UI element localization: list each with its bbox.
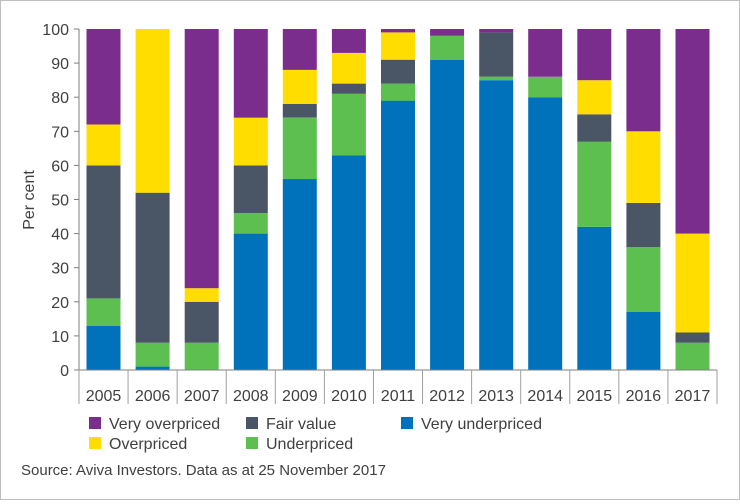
bar-2011-very-underpriced: [381, 100, 415, 370]
bar-2008-overpriced: [233, 117, 268, 166]
bar-2007-fair-value: [184, 301, 219, 343]
y-tick-label: 50: [51, 193, 69, 210]
legend-label-overpriced: Overpriced: [109, 436, 187, 453]
bar-2017-very-overpriced: [675, 29, 710, 234]
bar-2008-underpriced: [233, 213, 268, 234]
bar-2015-overpriced: [577, 80, 612, 115]
x-tick-label: 2017: [675, 388, 711, 405]
bar-2017-underpriced: [675, 342, 710, 370]
bar-2011-very-overpriced: [381, 29, 415, 33]
x-tick-label: 2010: [331, 388, 367, 405]
bar-2014-underpriced: [528, 76, 563, 98]
x-tick-label: 2015: [577, 388, 613, 405]
y-tick-label: 60: [51, 158, 69, 175]
bar-2015-fair-value: [577, 114, 612, 142]
y-axis-label: Per cent: [21, 170, 38, 230]
bar-2007-underpriced: [184, 342, 219, 370]
bar-2012-very-overpriced: [430, 29, 465, 36]
y-tick-label: 20: [51, 295, 69, 312]
bar-2016-very-overpriced: [626, 29, 661, 132]
x-tick-label: 2013: [478, 388, 514, 405]
bar-2005-very-overpriced: [86, 29, 121, 125]
bar-2017-overpriced: [675, 233, 710, 333]
bar-2007-very-overpriced: [184, 29, 219, 289]
bar-2013-underpriced: [479, 76, 514, 81]
x-tick-label: 2014: [527, 388, 563, 405]
bar-2015-underpriced: [577, 141, 612, 227]
bar-2015-very-overpriced: [577, 29, 612, 81]
x-tick-label: 2009: [282, 388, 318, 405]
bar-2016-fair-value: [626, 202, 661, 248]
bar-2017-fair-value: [675, 332, 710, 343]
bar-2006-fair-value: [135, 192, 170, 343]
bar-2006-overpriced: [135, 29, 170, 193]
legend-swatch-underpriced: [246, 437, 258, 449]
bar-2008-fair-value: [233, 165, 268, 214]
bar-2016-very-underpriced: [626, 312, 661, 370]
legend-label-underpriced: Underpriced: [266, 436, 353, 453]
bar-2005-very-underpriced: [86, 325, 121, 370]
y-axis: 0 10 20 30 40 50 60 70 80 90 100: [42, 22, 80, 380]
legend-swatch-fair-value: [246, 417, 258, 429]
bar-2011-overpriced: [381, 32, 415, 60]
bar-2015-very-underpriced: [577, 226, 612, 370]
bar-2009-overpriced: [282, 69, 317, 104]
bar-2013-fair-value: [479, 32, 514, 77]
bar-2005-underpriced: [86, 298, 121, 326]
legend-label-fair-value: Fair value: [266, 416, 336, 433]
bar-2013-very-underpriced: [479, 80, 514, 370]
x-axis: 2005 2006 2007 2008 2009 2010 2011 2012 2013 2014…: [78, 369, 718, 405]
bar-2009-fair-value: [282, 104, 317, 118]
legend: Very overpriced Fair value Very underprice…: [89, 416, 542, 453]
legend-swatch-overpriced: [89, 437, 101, 449]
bar-2013-very-overpriced: [479, 29, 514, 33]
y-tick-label: 90: [51, 56, 69, 73]
bar-2010-overpriced: [331, 52, 366, 84]
bar-2014-very-overpriced: [528, 29, 563, 77]
bar-2009-underpriced: [282, 117, 317, 180]
bar-2010-underpriced: [331, 93, 366, 156]
bar-2011-fair-value: [381, 59, 415, 84]
bar-2010-very-underpriced: [331, 155, 366, 370]
bar-2016-overpriced: [626, 131, 661, 203]
x-tick-label: 2006: [135, 388, 171, 405]
bar-2006-very-underpriced: [135, 366, 170, 370]
bar-2016-underpriced: [626, 247, 661, 312]
bars-group: [86, 29, 710, 370]
x-tick-label: 2012: [429, 388, 465, 405]
x-tick-label: 2005: [86, 388, 122, 405]
source-note: Source: Aviva Investors. Data as at 25 N…: [21, 462, 386, 479]
bar-2009-very-underpriced: [282, 179, 317, 370]
y-tick-label: 80: [51, 90, 69, 107]
bar-2008-very-underpriced: [233, 233, 268, 370]
bar-2007-overpriced: [184, 288, 219, 302]
x-tick-label: 2007: [184, 388, 220, 405]
legend-label-very-overpriced: Very overpriced: [109, 416, 220, 433]
bar-2014-very-underpriced: [528, 97, 563, 370]
y-tick-label: 40: [51, 227, 69, 244]
bar-2009-very-overpriced: [282, 29, 317, 70]
legend-swatch-very-overpriced: [89, 417, 101, 429]
bar-2010-very-overpriced: [331, 29, 366, 53]
bar-2005-fair-value: [86, 165, 121, 299]
y-tick-label: 0: [60, 363, 69, 380]
bar-2012-underpriced: [430, 35, 465, 60]
x-tick-label: 2016: [626, 388, 662, 405]
bar-2012-very-underpriced: [430, 59, 465, 370]
bar-2005-overpriced: [86, 124, 121, 166]
y-tick-label: 100: [42, 22, 69, 39]
y-tick-label: 30: [51, 261, 69, 278]
x-tick-label: 2011: [381, 388, 416, 405]
bar-2010-fair-value: [331, 83, 366, 94]
bar-2011-underpriced: [381, 83, 415, 101]
y-tick-label: 10: [51, 329, 69, 346]
bar-2006-underpriced: [135, 342, 170, 367]
legend-label-very-underpriced: Very underpriced: [421, 416, 542, 433]
bar-2008-very-overpriced: [233, 29, 268, 118]
x-tick-label: 2008: [233, 388, 269, 405]
y-tick-label: 70: [51, 124, 69, 141]
legend-swatch-very-underpriced: [401, 417, 413, 429]
